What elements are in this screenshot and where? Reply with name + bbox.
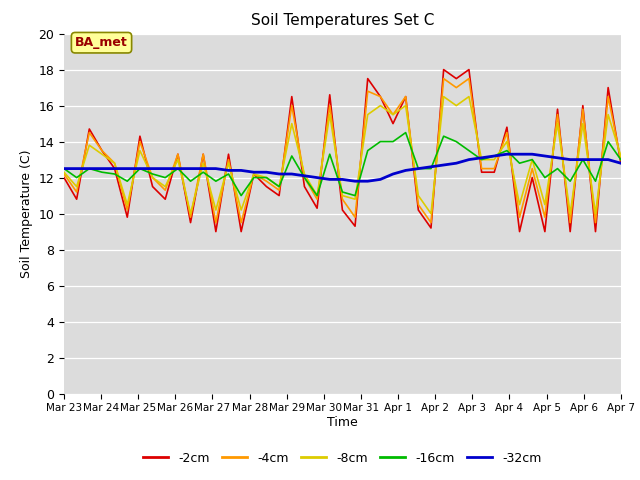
Y-axis label: Soil Temperature (C): Soil Temperature (C) <box>20 149 33 278</box>
Text: BA_met: BA_met <box>75 36 128 49</box>
X-axis label: Time: Time <box>327 416 358 429</box>
Legend: -2cm, -4cm, -8cm, -16cm, -32cm: -2cm, -4cm, -8cm, -16cm, -32cm <box>138 447 547 469</box>
Title: Soil Temperatures Set C: Soil Temperatures Set C <box>251 13 434 28</box>
